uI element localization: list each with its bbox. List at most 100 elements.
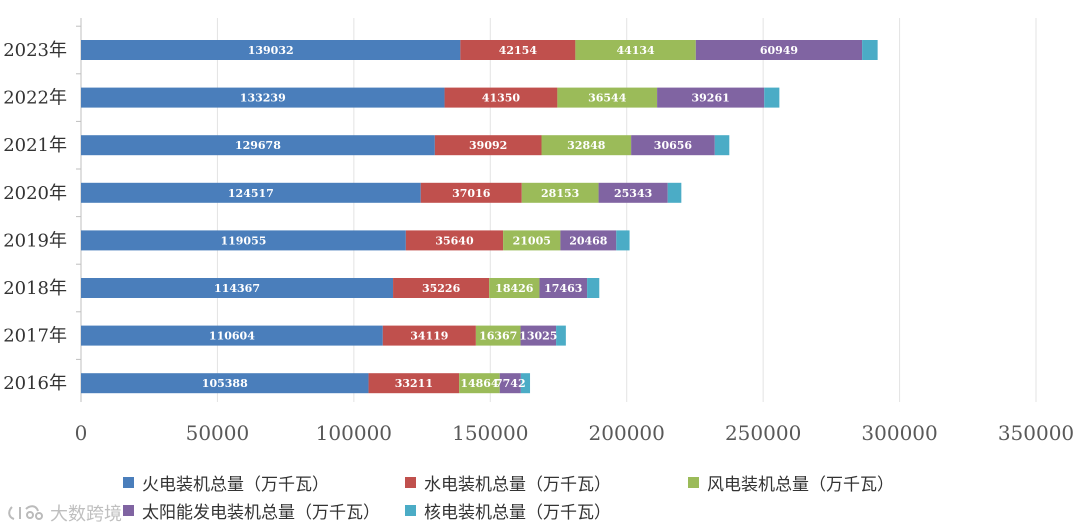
legend-item: 火电装机总量（万千瓦）	[123, 470, 329, 495]
legend-label: 火电装机总量（万千瓦）	[142, 475, 329, 495]
gridlines	[76, 18, 1037, 402]
x-tick-label: 200000	[589, 421, 665, 445]
data-label: 129678	[235, 139, 281, 152]
bars	[81, 40, 878, 394]
y-category-label: 2023年	[3, 40, 67, 61]
bar-segment	[81, 87, 445, 108]
bar-segment	[575, 40, 696, 60]
data-label: 37016	[452, 187, 491, 200]
bar-segment	[420, 182, 522, 203]
data-label: 7742	[495, 377, 526, 390]
watermark-text: 大数跨境	[50, 504, 122, 525]
watermark-logo-icon	[6, 503, 44, 523]
data-label: 105388	[202, 377, 248, 390]
data-label: 41350	[482, 92, 521, 105]
data-label: 33211	[395, 377, 433, 390]
bar-segment	[587, 278, 600, 298]
legend-swatch	[123, 505, 134, 516]
y-category-label: 2019年	[3, 230, 67, 251]
data-label: 28153	[541, 187, 579, 200]
bar-segment	[631, 135, 715, 156]
legend-item: 太阳能发电装机总量（万千瓦）	[123, 498, 380, 523]
y-category-label: 2022年	[3, 88, 67, 109]
data-label: 34119	[410, 330, 448, 343]
bar-segment	[499, 373, 521, 394]
watermark: 大数跨境	[6, 500, 122, 526]
legend-item: 核电装机总量（万千瓦）	[405, 498, 611, 523]
x-tick-label: 0	[75, 421, 88, 445]
data-label: 35640	[435, 234, 474, 247]
bar-segment	[541, 135, 632, 156]
data-label: 14864	[460, 377, 499, 390]
y-category-label: 2018年	[3, 278, 67, 299]
bar-segment	[393, 278, 490, 298]
bar-segment	[520, 373, 531, 394]
data-label: 110604	[209, 330, 255, 343]
x-tick-label: 150000	[452, 421, 528, 445]
x-tick-label: 300000	[861, 421, 937, 445]
data-label: 39261	[692, 92, 730, 105]
legend-swatch	[688, 477, 699, 488]
bar-segment	[520, 325, 557, 346]
x-tick-label: 50000	[186, 421, 250, 445]
bar-segment	[459, 373, 500, 394]
bar-segment	[434, 135, 542, 156]
data-label: 119055	[220, 234, 266, 247]
legend-swatch	[405, 505, 416, 516]
data-label: 20468	[569, 234, 608, 247]
bar-segment	[557, 87, 658, 108]
data-label: 44134	[616, 44, 655, 57]
bar-segment	[81, 230, 406, 251]
bar-segment	[560, 230, 617, 251]
bar-segment	[81, 40, 461, 60]
legend-label: 核电装机总量（万千瓦）	[424, 503, 611, 523]
legend-label: 太阳能发电装机总量（万千瓦）	[142, 503, 380, 523]
bar-segment	[695, 40, 863, 60]
data-label: 30656	[654, 139, 693, 152]
bar-segment	[657, 87, 765, 108]
bar-segment	[667, 182, 682, 203]
legend-item: 风电装机总量（万千瓦）	[688, 470, 894, 495]
bar-segment	[862, 40, 878, 60]
bar-segment	[503, 230, 561, 251]
x-tick-label: 250000	[725, 421, 801, 445]
data-label: 17463	[544, 282, 582, 295]
data-label: 114367	[214, 282, 260, 295]
legend-label: 风电装机总量（万千瓦）	[707, 475, 894, 495]
data-label: 21005	[513, 234, 551, 247]
y-category-label: 2020年	[3, 183, 67, 204]
data-label: 13025	[519, 330, 557, 343]
bar-segment	[489, 278, 540, 298]
data-label: 36544	[588, 92, 627, 105]
y-category-label: 2017年	[3, 326, 67, 347]
y-category-label: 2021年	[3, 135, 67, 156]
data-label: 133239	[240, 92, 286, 105]
data-label: 42154	[499, 44, 538, 57]
bar-segment	[598, 182, 668, 203]
bar-segment	[460, 40, 576, 60]
y-category-label: 2016年	[3, 373, 67, 394]
bar-segment	[539, 278, 588, 298]
data-label: 25343	[614, 187, 652, 200]
bar-segment	[81, 373, 369, 394]
bar-segment	[81, 182, 421, 203]
legend-swatch	[405, 477, 416, 488]
data-label: 124517	[228, 187, 274, 200]
data-label: 60949	[760, 44, 798, 57]
bar-segment	[616, 230, 630, 251]
x-tick-label: 100000	[316, 421, 392, 445]
data-label: 18426	[495, 282, 534, 295]
bar-segment	[382, 325, 476, 346]
data-label: 35226	[422, 282, 461, 295]
legend-item: 水电装机总量（万千瓦）	[405, 470, 611, 495]
bar-segment	[475, 325, 521, 346]
y-axis-categories: 2023年 2022年 2021年 2020年 2019年 2018年 2017年 2016年	[3, 40, 67, 394]
bar-segment	[368, 373, 460, 394]
bar-segment	[81, 135, 435, 156]
bar-segment	[556, 325, 566, 346]
bar-segment	[521, 182, 599, 203]
data-label: 139032	[248, 44, 294, 57]
bar-segment	[81, 278, 394, 298]
x-axis-ticks: 0 50000 100000 150000 200000 250000 300000 3500…	[75, 421, 1075, 445]
